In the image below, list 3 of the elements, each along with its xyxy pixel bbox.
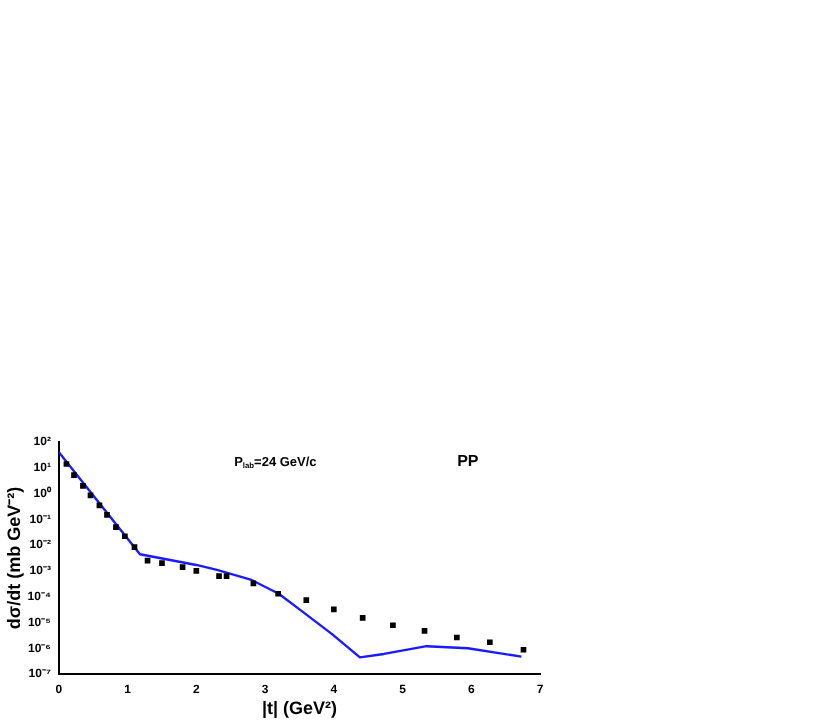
annotation: PP <box>457 452 480 471</box>
y-axis-title: dσ/dt (mb GeV⁻²) <box>3 486 24 630</box>
x-axis-title: |t| (GeV²) <box>261 698 337 719</box>
